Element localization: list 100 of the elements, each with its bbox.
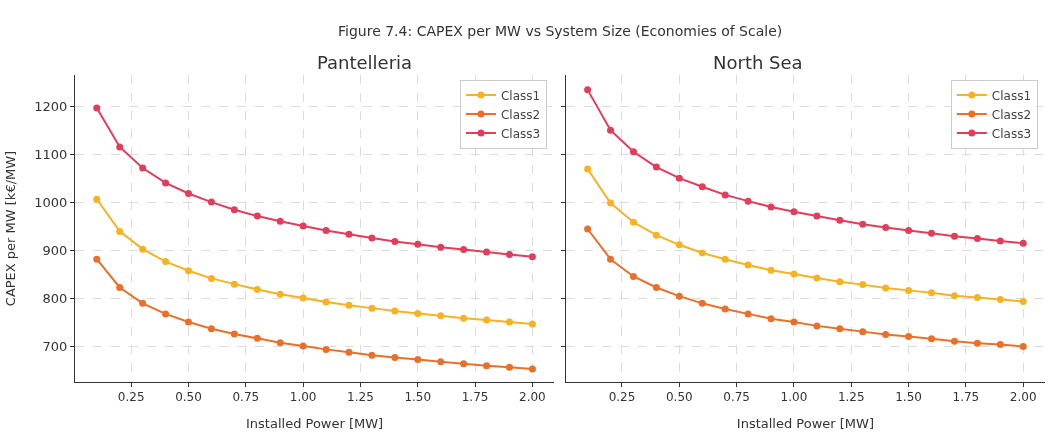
point [790, 318, 798, 326]
x-tick-label: 1.00 [289, 390, 317, 405]
point [950, 232, 958, 240]
point [184, 189, 192, 197]
point [584, 225, 592, 233]
legend-label: Class2 [991, 107, 1032, 122]
point [950, 292, 958, 300]
y-tick-label: 700 [42, 338, 68, 354]
point [859, 328, 867, 336]
point [345, 301, 353, 309]
point [162, 258, 170, 266]
point [276, 290, 284, 298]
point [230, 206, 238, 214]
point [207, 325, 215, 333]
point [905, 286, 913, 294]
point [882, 331, 890, 339]
point [882, 284, 890, 292]
y-tick-label: 800 [42, 290, 68, 306]
point [253, 334, 261, 342]
point [996, 237, 1004, 245]
point [584, 165, 592, 173]
point [93, 195, 101, 203]
point [253, 212, 261, 220]
x-axis-title: Installed Power [MW] [736, 416, 874, 431]
point [230, 330, 238, 338]
x-tick-label: 0.50 [175, 390, 202, 405]
point [230, 280, 238, 288]
point [299, 294, 307, 302]
point [322, 226, 330, 234]
point [859, 220, 867, 228]
point [299, 342, 307, 350]
point [139, 299, 147, 307]
point [629, 272, 637, 280]
point [767, 315, 775, 323]
point [505, 250, 513, 258]
point [721, 255, 729, 263]
x-tick-label: 1.75 [952, 390, 980, 405]
point [1019, 343, 1027, 350]
x-tick-label: 1.25 [347, 390, 374, 405]
x-tick-label: 1.25 [837, 390, 865, 405]
point [721, 191, 729, 199]
point [928, 289, 936, 297]
point [836, 216, 844, 224]
point [162, 179, 170, 187]
point [905, 332, 913, 340]
point [928, 229, 936, 237]
caption: Figure 7.4: CAPEX per MW vs System Size (Economies of Scale) [338, 23, 783, 39]
x-tick-label: 1.00 [780, 390, 808, 405]
legend-label: Class3 [500, 126, 541, 141]
point [460, 360, 468, 368]
point [607, 199, 615, 207]
x-tick-label: 0.75 [723, 390, 750, 405]
point [528, 365, 536, 373]
point [607, 126, 615, 134]
point [483, 362, 491, 370]
x-tick-label: 0.75 [232, 390, 260, 405]
point [973, 294, 981, 302]
point [836, 278, 844, 286]
point [299, 222, 307, 230]
point [276, 339, 284, 347]
point [253, 285, 261, 293]
point [973, 339, 981, 347]
point [437, 358, 445, 366]
point [721, 305, 729, 313]
point [813, 274, 821, 282]
point [767, 203, 775, 211]
point [744, 310, 752, 318]
x-tick-label: 0.25 [608, 390, 636, 405]
legend-label: Class1 [991, 88, 1032, 103]
point [391, 237, 399, 245]
point [836, 325, 844, 333]
x-tick-label: 1.75 [461, 390, 489, 405]
x-tick-label: 0.50 [665, 390, 693, 405]
point [505, 363, 513, 371]
point [528, 320, 536, 328]
point [460, 246, 468, 254]
point [607, 255, 615, 263]
point [437, 243, 445, 251]
legend-label: Class2 [500, 107, 541, 122]
point [116, 143, 124, 151]
point [698, 299, 706, 307]
point [744, 197, 752, 205]
point [139, 245, 147, 253]
point [368, 351, 376, 359]
point [93, 104, 101, 112]
point [1019, 297, 1027, 305]
point [483, 248, 491, 256]
y-tick-label: 1200 [34, 98, 68, 114]
point [767, 266, 775, 274]
point [675, 241, 683, 249]
point [345, 348, 353, 356]
point [584, 86, 592, 94]
point [744, 261, 752, 269]
point [882, 224, 890, 232]
point [652, 231, 660, 239]
point [391, 307, 399, 315]
point [322, 298, 330, 306]
point [652, 163, 660, 171]
x-tick-label: 1.50 [895, 390, 922, 405]
y-tick-label: 1000 [34, 194, 68, 210]
